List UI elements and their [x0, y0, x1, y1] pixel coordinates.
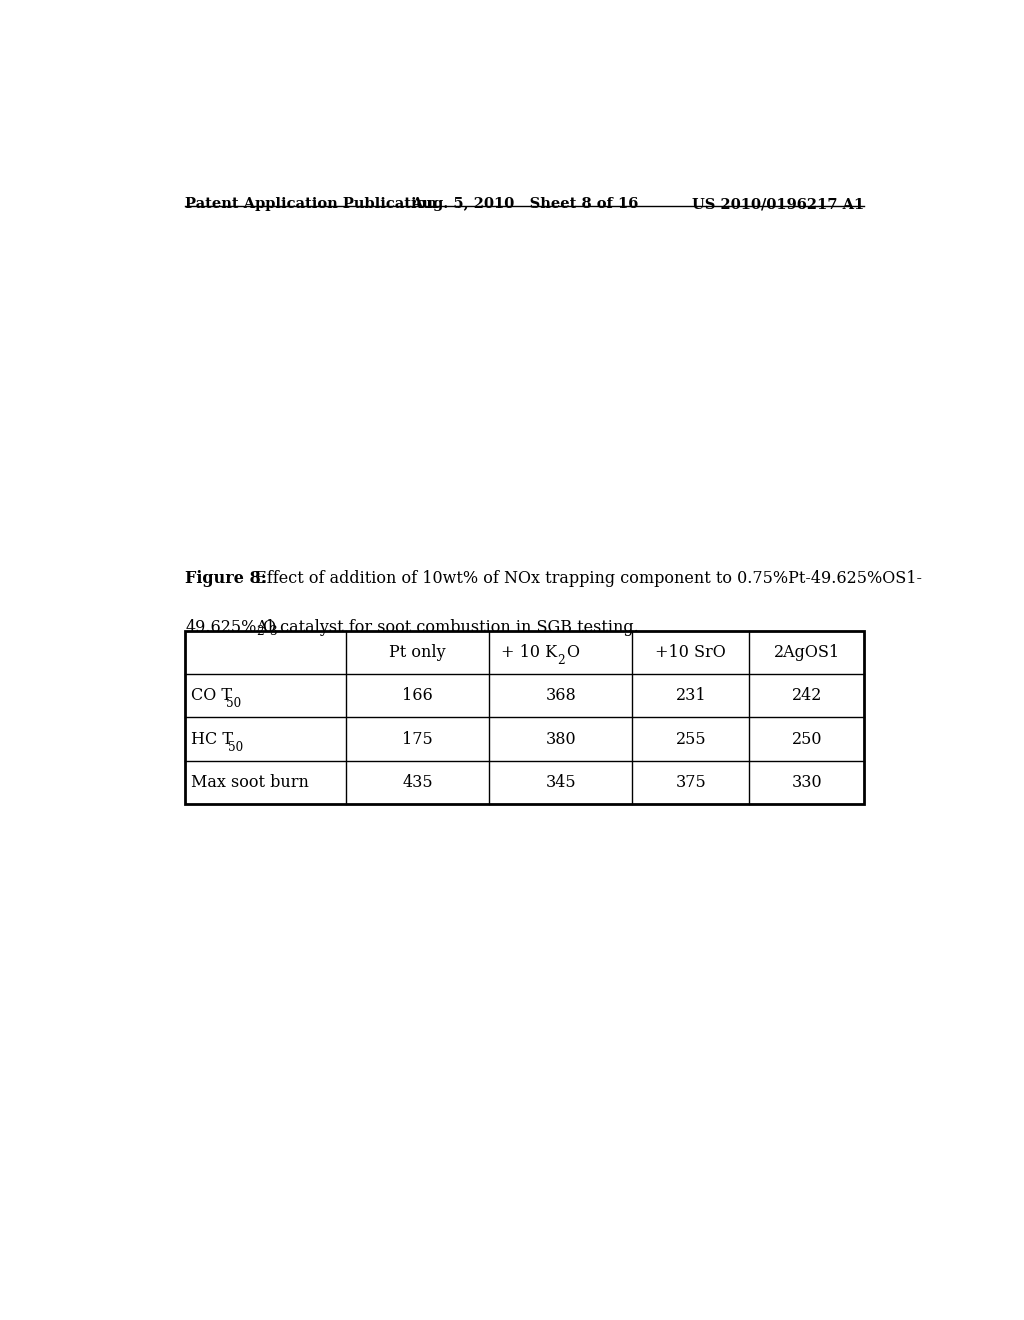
Text: 242: 242: [792, 688, 822, 705]
Text: + 10 K: + 10 K: [501, 644, 557, 661]
Text: Pt only: Pt only: [389, 644, 446, 661]
Text: O: O: [262, 619, 275, 636]
Text: CO T: CO T: [191, 688, 232, 705]
Text: Aug. 5, 2010   Sheet 8 of 16: Aug. 5, 2010 Sheet 8 of 16: [411, 197, 639, 211]
Text: Figure 8:: Figure 8:: [185, 570, 267, 587]
Text: 380: 380: [546, 730, 577, 747]
Text: 166: 166: [402, 688, 433, 705]
Text: Patent Application Publication: Patent Application Publication: [185, 197, 437, 211]
Text: 368: 368: [546, 688, 577, 705]
Text: 50: 50: [228, 741, 243, 754]
Text: Max soot burn: Max soot burn: [191, 774, 309, 791]
Text: 250: 250: [792, 730, 822, 747]
Text: 49.625%Al: 49.625%Al: [185, 619, 273, 636]
Text: 2: 2: [557, 655, 564, 667]
Text: 231: 231: [676, 688, 707, 705]
Text: 2AgOS1: 2AgOS1: [774, 644, 840, 661]
Text: +10 SrO: +10 SrO: [655, 644, 726, 661]
Text: US 2010/0196217 A1: US 2010/0196217 A1: [692, 197, 864, 211]
Text: 435: 435: [402, 774, 433, 791]
Text: 2: 2: [256, 624, 264, 638]
Bar: [185, 631, 864, 804]
Text: catalyst for soot combustion in SGB testing.: catalyst for soot combustion in SGB test…: [274, 619, 639, 636]
Text: HC T: HC T: [191, 730, 233, 747]
Text: O: O: [566, 644, 580, 661]
Text: 3: 3: [269, 624, 276, 638]
Text: 330: 330: [792, 774, 822, 791]
Text: Effect of addition of 10wt% of NOx trapping component to 0.75%Pt-49.625%OS1-: Effect of addition of 10wt% of NOx trapp…: [250, 570, 923, 587]
Text: 255: 255: [676, 730, 707, 747]
Text: 50: 50: [225, 697, 241, 710]
Text: 345: 345: [546, 774, 577, 791]
Text: 175: 175: [402, 730, 433, 747]
Text: 375: 375: [676, 774, 707, 791]
